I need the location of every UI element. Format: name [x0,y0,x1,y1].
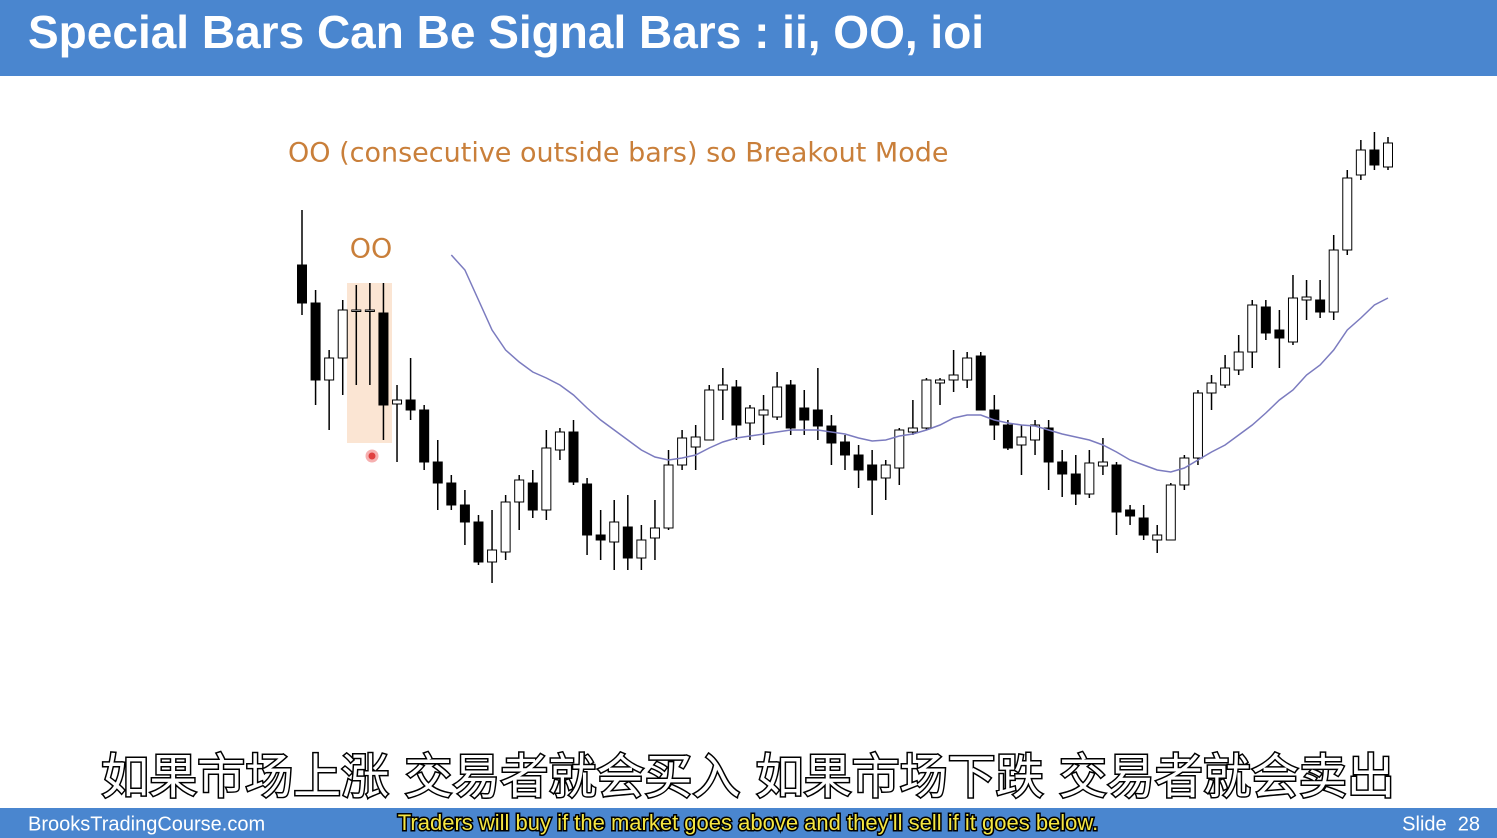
candle-body [582,483,593,536]
candle-body [744,407,755,424]
candle-body [500,501,511,553]
candle-body [487,549,498,563]
candle-body [392,399,403,405]
plot [297,132,1393,583]
candle-body [324,357,335,381]
candle-body [595,534,606,541]
candle-body [1097,461,1108,467]
candle-body [1220,367,1231,386]
footer-site: BrooksTradingCourse.com [28,813,265,835]
subtitle-chinese: 如果市场上涨 交易者就会买入 如果市场下跌 交易者就会卖出 [101,749,1395,805]
candle-body [1233,351,1244,371]
candle-body [1355,149,1366,176]
cursor [365,449,379,463]
candle-body [717,384,728,391]
subtitle-english: Traders will buy if the market goes abov… [398,810,1098,835]
candle-body [1165,484,1176,541]
candle-body [894,429,905,469]
candle-body [1315,299,1326,313]
candle-body [1206,382,1217,394]
candle-body [948,374,959,381]
candle-body [1274,329,1285,339]
candle-body [1342,177,1353,251]
candle-body [921,379,932,429]
candle-body [473,521,484,563]
candle-body [1383,142,1393,168]
candle-body [432,461,443,484]
candle-body [1138,517,1149,536]
candle-body [1260,306,1271,334]
candle-body [609,521,620,543]
slide-title: Special Bars Can Be Signal Bars : ii, OO… [28,6,984,58]
annotation: OO (consecutive outside bars) so Breakou… [288,138,948,169]
candle-body [649,527,660,539]
candle-body [622,526,633,559]
candle-body [1301,296,1312,301]
candle-body [1247,304,1258,353]
candle-body [1030,424,1041,441]
candle-body [758,409,769,416]
footer-bar [0,808,1497,838]
candle-body [975,355,986,411]
candle-body [419,409,430,463]
candle-body [704,389,715,441]
candle-body [554,431,565,451]
candle-body [772,386,783,418]
candle-body [541,447,552,511]
candle-body [690,436,701,448]
candle-body [310,302,321,381]
candle-body [1152,534,1163,541]
candle-body [853,454,864,471]
candle-body [1070,473,1081,495]
candle-body [446,482,457,506]
candle-body [1002,424,1013,449]
candle-body [731,386,742,426]
candle-body [364,309,375,312]
candle-body [1369,149,1380,166]
candle-body [1179,457,1190,486]
candle-body [514,479,525,503]
candle-body [1084,462,1095,495]
candle-body [1125,509,1136,517]
candle-body [935,379,946,384]
candle-body [867,464,878,481]
candle-body [1328,249,1339,313]
candle-body [989,409,1000,426]
candle-body [378,312,389,406]
candle-body [1111,464,1122,513]
candle-body [840,441,850,456]
candle-body [907,427,918,433]
moving-average [450,254,1389,473]
candle-body [880,464,891,479]
candle-body [459,504,470,523]
candle-body [1287,297,1298,343]
candle-body [962,357,973,381]
candle-body [826,425,837,444]
candle-body [636,539,647,559]
candle-body [568,431,579,483]
candle-body [297,264,307,304]
candle-body [812,409,823,427]
candle-body [677,437,688,466]
candle-body [1043,427,1054,463]
candle-body [527,482,538,511]
candle-body [351,309,362,312]
annotation: OO [350,234,393,265]
candle-body [337,309,348,359]
candle-body [663,464,674,529]
candle-body [799,407,810,421]
candle-body [785,384,796,429]
header-bar [0,0,1497,76]
candle-body [1057,461,1068,475]
candle-body [1016,436,1027,446]
candle-body [405,399,416,411]
candle-body [1192,392,1203,459]
footer-slide: Slide 28 [1402,813,1480,835]
